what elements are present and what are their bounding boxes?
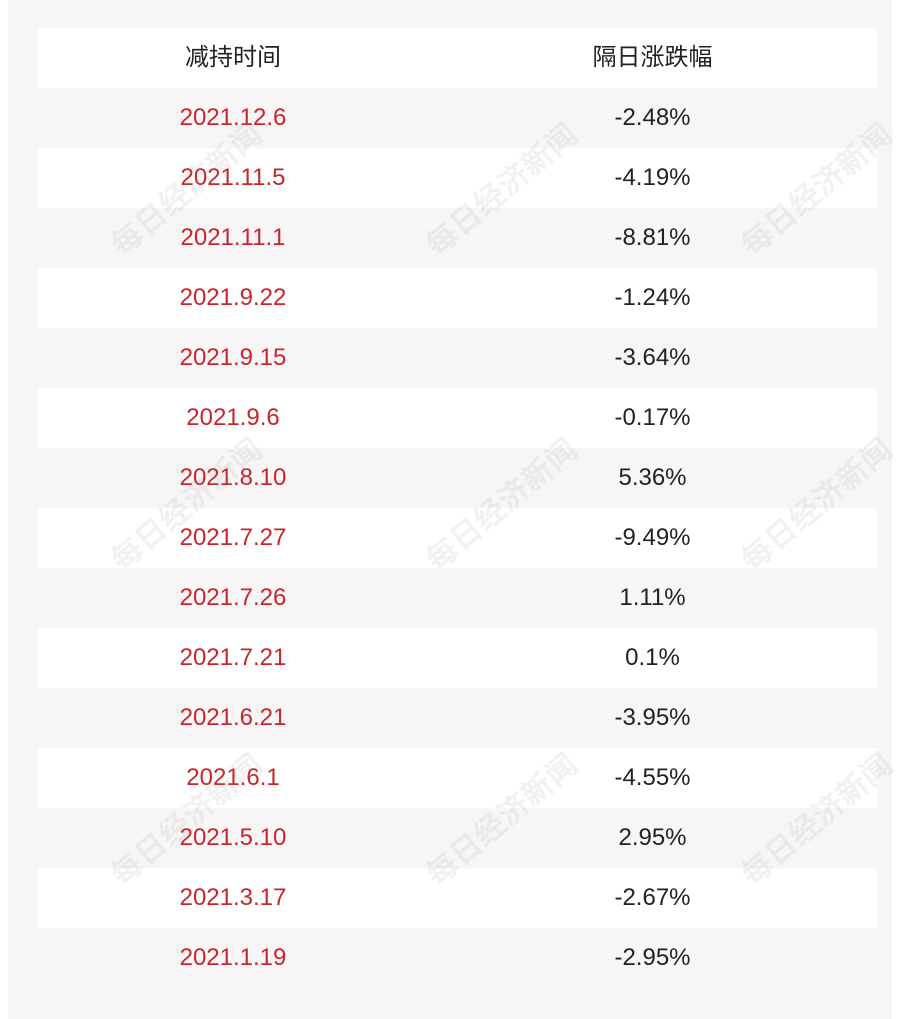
- row-change: 2.95%: [618, 824, 687, 851]
- row-date: 2021.7.21: [179, 644, 287, 671]
- row-change: -4.55%: [614, 764, 691, 791]
- table-row: 2021.6.21 -3.95%: [38, 688, 877, 748]
- table-row: 2021.9.6 -0.17%: [38, 388, 877, 448]
- table-row: 2021.3.17 -2.67%: [38, 868, 877, 928]
- table-row: 2021.8.10 5.36%: [38, 448, 877, 508]
- row-date: 2021.9.22: [179, 284, 287, 311]
- table-row: 2021.5.10 2.95%: [38, 808, 877, 868]
- row-change: 0.1%: [625, 644, 680, 671]
- row-change: -9.49%: [614, 524, 691, 551]
- table-row: 2021.11.1 -8.81%: [38, 208, 877, 268]
- row-date: 2021.9.6: [186, 404, 280, 431]
- row-change: -1.24%: [614, 284, 691, 311]
- row-change: 5.36%: [618, 464, 687, 491]
- row-date: 2021.11.1: [180, 224, 286, 251]
- row-date: 2021.6.21: [179, 704, 287, 731]
- row-date: 2021.7.27: [179, 524, 287, 551]
- table-row: 2021.7.26 1.11%: [38, 568, 877, 628]
- row-change: 1.11%: [619, 584, 686, 611]
- table-row: 2021.9.22 -1.24%: [38, 268, 877, 328]
- table-header: 减持时间 隔日涨跌幅: [38, 28, 877, 88]
- reduction-table: 减持时间 隔日涨跌幅 2021.12.6 -2.48% 2021.11.5 -4.19…: [38, 28, 877, 988]
- row-date: 2021.1.19: [179, 944, 287, 971]
- table-row: 2021.9.15 -3.64%: [38, 328, 877, 388]
- row-date: 2021.9.15: [179, 344, 287, 371]
- row-date: 2021.12.6: [179, 104, 287, 131]
- table-row: 2021.12.6 -2.48%: [38, 88, 877, 148]
- row-change: -3.95%: [614, 704, 691, 731]
- row-date: 2021.7.26: [179, 584, 287, 611]
- row-change: -2.95%: [614, 944, 691, 971]
- row-date: 2021.11.5: [180, 164, 286, 191]
- table-row: 2021.6.1 -4.55%: [38, 748, 877, 808]
- row-change: -3.64%: [614, 344, 691, 371]
- row-change: -0.17%: [614, 404, 691, 431]
- row-change: -2.48%: [614, 104, 691, 131]
- row-change: -4.19%: [614, 164, 691, 191]
- header-change: 隔日涨跌幅: [592, 44, 713, 71]
- header-date: 减持时间: [185, 44, 281, 71]
- row-change: -8.81%: [614, 224, 691, 251]
- row-date: 2021.3.17: [179, 884, 287, 911]
- table-row: 2021.1.19 -2.95%: [38, 928, 877, 988]
- row-change: -2.67%: [614, 884, 691, 911]
- table-body: 2021.12.6 -2.48% 2021.11.5 -4.19% 2021.11.1 -…: [38, 88, 877, 988]
- row-date: 2021.8.10: [179, 464, 287, 491]
- table-row: 2021.11.5 -4.19%: [38, 148, 877, 208]
- row-date: 2021.6.1: [186, 764, 280, 791]
- table-row: 2021.7.27 -9.49%: [38, 508, 877, 568]
- row-date: 2021.5.10: [179, 824, 287, 851]
- table-row: 2021.7.21 0.1%: [38, 628, 877, 688]
